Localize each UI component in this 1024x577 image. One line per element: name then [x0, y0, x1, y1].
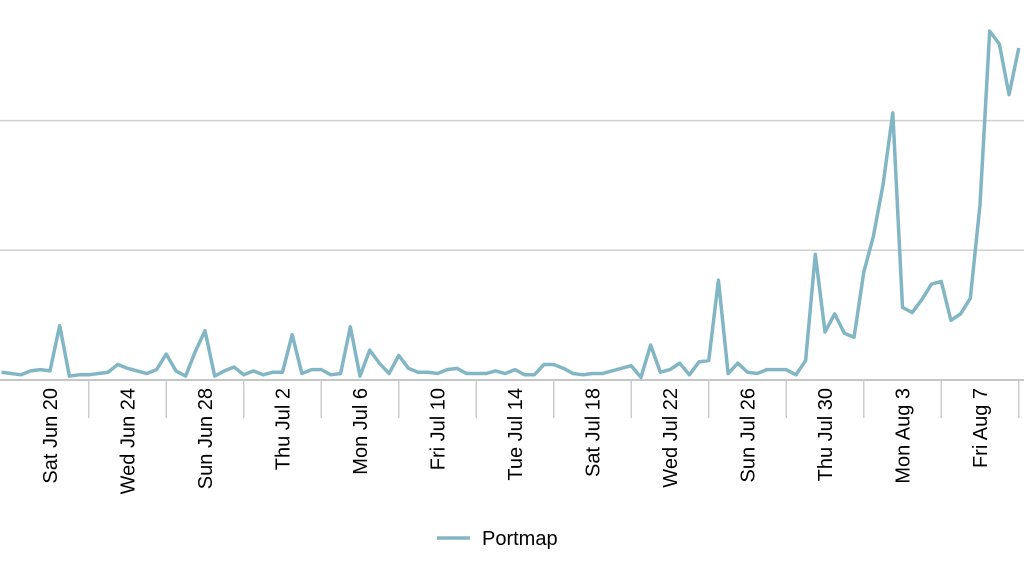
data-line — [1, 29, 1021, 380]
x-tick-label: Sat Jul 18 — [582, 388, 604, 477]
x-tick-label: Fri Jul 10 — [427, 388, 449, 470]
legend-label: Portmap — [482, 528, 558, 550]
x-tick-label: Mon Jul 6 — [350, 388, 372, 475]
x-tick-label: Sun Jul 26 — [737, 388, 759, 483]
x-tick-label: Thu Jul 30 — [815, 388, 837, 481]
x-tick-label: Wed Jun 24 — [117, 388, 139, 494]
x-tick-label: Mon Aug 3 — [892, 388, 914, 484]
x-tick-label: Sat Jun 20 — [40, 388, 62, 484]
x-tick-label: Sun Jun 28 — [195, 388, 217, 489]
x-tick-label: Tue Jul 14 — [505, 388, 527, 481]
x-tick-label: Fri Aug 7 — [970, 388, 992, 468]
x-tick-label: Wed Jul 22 — [660, 388, 682, 488]
x-tick-label: Thu Jul 2 — [272, 388, 294, 470]
